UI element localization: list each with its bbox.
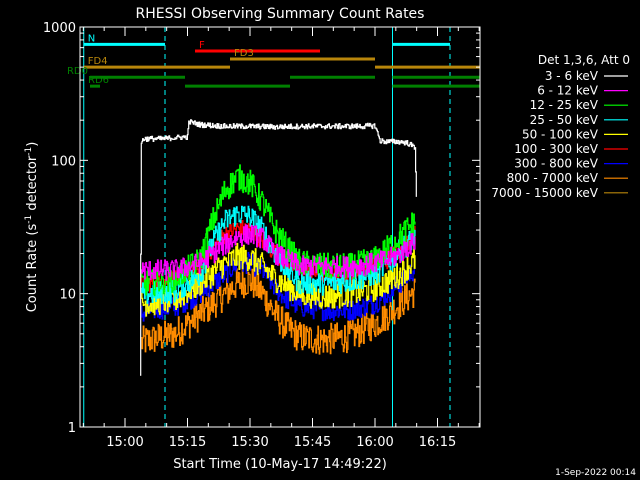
x-tick-label: 16:00 bbox=[356, 435, 393, 450]
x-axis-label: Start Time (10-May-17 14:49:22) bbox=[173, 457, 387, 472]
x-tick-label: 15:45 bbox=[294, 435, 331, 450]
series-line-0 bbox=[140, 119, 417, 376]
flag-label-fd4: FD4 bbox=[88, 56, 108, 67]
y-tick-label: 1 bbox=[68, 421, 76, 436]
x-tick-label: 15:00 bbox=[106, 435, 143, 450]
y-axis-label: Count Rate (s-1 detector-1) bbox=[24, 142, 40, 313]
y-axis-label-mid: detector bbox=[25, 155, 40, 215]
flag-label-fd3: FD3 bbox=[234, 48, 254, 59]
legend-label: 300 - 800 keV bbox=[514, 157, 598, 171]
plot-frame bbox=[79, 26, 481, 428]
legend-label: 6 - 12 keV bbox=[537, 84, 599, 98]
y-tick-label: 10 bbox=[59, 288, 76, 303]
series-line-7 bbox=[141, 268, 416, 355]
legend-label: 3 - 6 keV bbox=[545, 69, 599, 83]
footer-timestamp: 1-Sep-2022 00:14 bbox=[555, 468, 636, 478]
flag-label-rd6: RD6 bbox=[88, 75, 109, 86]
legend-label: 50 - 100 keV bbox=[522, 127, 599, 141]
legend-label: 25 - 50 keV bbox=[530, 113, 599, 127]
flag-label-n: N bbox=[88, 33, 95, 44]
y-tick-label: 100 bbox=[51, 154, 76, 169]
legend-label: 800 - 7000 keV bbox=[507, 171, 599, 185]
legend-label: 12 - 25 keV bbox=[530, 98, 599, 112]
y-axis-label-end: ) bbox=[25, 142, 40, 147]
y-tick-label: 1000 bbox=[43, 21, 76, 36]
x-tick-label: 15:15 bbox=[169, 435, 206, 450]
y-axis: 1 10 100 1000 bbox=[43, 21, 480, 436]
series-line-1 bbox=[141, 224, 416, 281]
x-tick-label: 15:30 bbox=[231, 435, 268, 450]
series-layer bbox=[140, 119, 417, 376]
y-axis-label-exp1: -1 bbox=[24, 215, 34, 224]
legend-header: Det 1,3,6, Att 0 bbox=[538, 53, 630, 67]
y-axis-label-main: Count Rate (s bbox=[25, 224, 40, 313]
legend-label: 100 - 300 keV bbox=[514, 142, 598, 156]
flag-label-rd0: RD0 bbox=[67, 66, 88, 77]
legend-label: 7000 - 15000 keV bbox=[491, 186, 598, 200]
x-axis: 15:00 15:15 15:30 15:45 16:00 16:15 bbox=[82, 27, 480, 450]
x-tick-label: 16:15 bbox=[419, 435, 456, 450]
flag-label-f: F bbox=[199, 40, 205, 51]
chart-title: RHESSI Observing Summary Count Rates bbox=[136, 6, 425, 22]
y-axis-label-exp2: -1 bbox=[24, 147, 34, 156]
